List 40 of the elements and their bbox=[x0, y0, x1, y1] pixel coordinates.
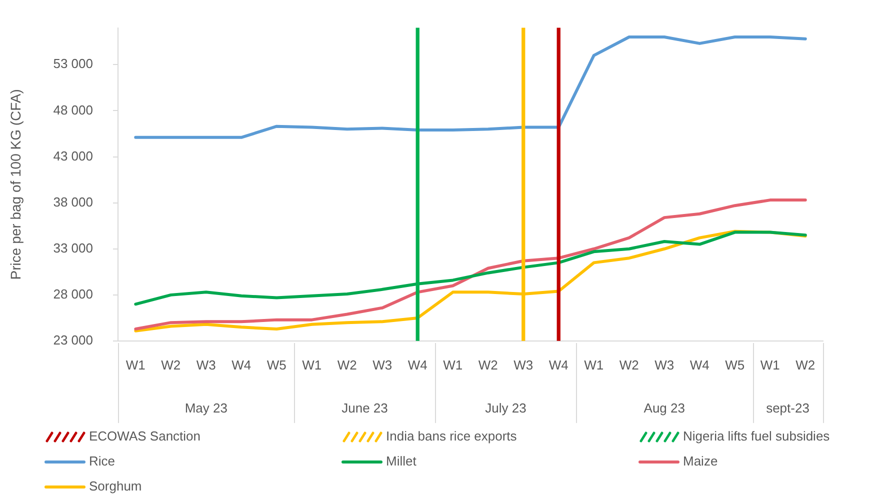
y-tick-label: 53 000 bbox=[53, 56, 93, 72]
y-tick-label: 28 000 bbox=[53, 286, 93, 302]
x-tick-label: W1 bbox=[584, 357, 604, 372]
x-tick-label: W1 bbox=[443, 357, 463, 372]
x-tick-label: W4 bbox=[408, 357, 428, 372]
x-tick-label: W5 bbox=[725, 357, 745, 372]
x-tick-label: W1 bbox=[760, 357, 780, 372]
y-axis-title: Price per bag of 100 KG (CFA) bbox=[7, 89, 24, 280]
y-tick-label: 43 000 bbox=[53, 148, 93, 164]
text: June 23 bbox=[342, 400, 388, 416]
text: Aug 23 bbox=[644, 400, 685, 416]
legend-label: India bans rice exports bbox=[386, 428, 518, 444]
legend-label: Maize bbox=[683, 454, 718, 469]
x-tick-label: W1 bbox=[302, 357, 322, 372]
x-tick-label: W3 bbox=[372, 357, 392, 372]
text: May 23 bbox=[184, 400, 228, 416]
x-tick-label: W2 bbox=[619, 357, 639, 372]
legend-label: ECOWAS Sanction bbox=[89, 428, 201, 444]
x-tick-label: W3 bbox=[514, 357, 534, 372]
text: sept-23 bbox=[766, 400, 810, 416]
x-tick-label: W2 bbox=[478, 357, 498, 372]
text: July 23 bbox=[485, 400, 526, 416]
x-tick-label: W3 bbox=[196, 357, 216, 372]
y-tick-label: 38 000 bbox=[53, 194, 93, 210]
y-tick-label: 23 000 bbox=[53, 332, 93, 348]
x-tick-label: W4 bbox=[232, 357, 252, 372]
x-tick-label: W4 bbox=[548, 357, 568, 372]
x-tick-label: W2 bbox=[161, 357, 181, 372]
x-tick-label: W3 bbox=[654, 357, 674, 372]
legend-label: Millet bbox=[386, 454, 417, 469]
legend-label: Sorghum bbox=[89, 478, 142, 494]
x-tick-label: W2 bbox=[337, 357, 357, 372]
y-tick-label: 33 000 bbox=[53, 240, 93, 256]
x-tick-label: W5 bbox=[266, 357, 286, 372]
legend-label: Nigeria lifts fuel subsidies bbox=[683, 428, 830, 444]
x-tick-label: W4 bbox=[690, 357, 710, 372]
legend-label: Rice bbox=[89, 454, 116, 469]
y-tick-label: 48 000 bbox=[53, 102, 93, 118]
x-tick-label: W2 bbox=[796, 357, 816, 372]
x-tick-label: W1 bbox=[126, 357, 146, 372]
